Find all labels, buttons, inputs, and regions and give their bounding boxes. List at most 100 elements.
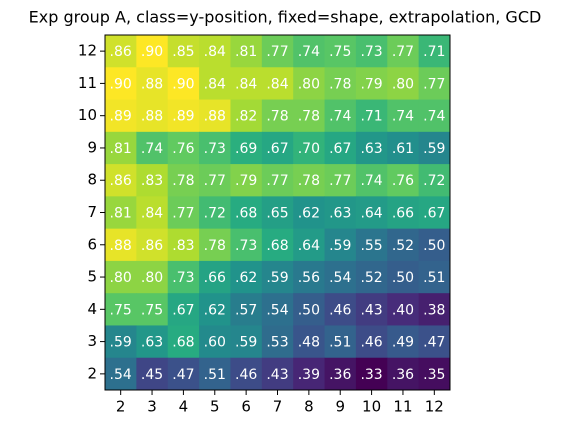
heatmap-cell <box>105 99 137 133</box>
cell-label: .80 <box>110 270 132 286</box>
cell-label: .36 <box>392 367 414 383</box>
cell-label: .73 <box>172 270 194 286</box>
heatmap-cell <box>136 164 169 197</box>
cell-label: .66 <box>392 206 414 222</box>
cell-label: .83 <box>172 238 194 254</box>
cell-label: .50 <box>423 238 445 254</box>
heatmap-cell <box>105 164 137 197</box>
heatmap-cell <box>418 293 451 326</box>
heatmap-cell <box>167 67 200 101</box>
cell-label: .67 <box>172 302 194 318</box>
x-tick-label: 11 <box>393 398 412 416</box>
cell-label: .84 <box>266 76 288 92</box>
heatmap-cell <box>387 325 420 359</box>
heatmap-cell <box>261 99 294 133</box>
heatmap-cell <box>293 357 326 391</box>
heatmap-cell <box>105 35 137 68</box>
cell-label: .88 <box>141 76 163 92</box>
y-tick-label: 7 <box>87 203 97 221</box>
heatmap-cell <box>105 228 137 262</box>
heatmap-cell <box>355 67 388 101</box>
cell-label: .67 <box>423 206 445 222</box>
heatmap-cell <box>261 35 294 68</box>
cell-label: .62 <box>235 270 257 286</box>
cell-label: .74 <box>423 109 445 125</box>
cell-label: .62 <box>298 206 320 222</box>
x-tick-label: 12 <box>425 398 444 416</box>
heatmap-cell <box>261 293 294 326</box>
heatmap-cell <box>293 228 326 262</box>
heatmap-cell <box>293 293 326 326</box>
cell-label: .60 <box>204 335 226 351</box>
heatmap-cell <box>199 164 231 197</box>
cell-label: .76 <box>392 173 414 189</box>
cell-label: .67 <box>266 141 288 157</box>
heatmap-cell <box>261 325 294 359</box>
cell-label: .78 <box>298 173 320 189</box>
y-tick-label: 12 <box>78 42 97 60</box>
cell-label: .54 <box>329 270 351 286</box>
heatmap-cell <box>355 131 388 165</box>
heatmap-cell <box>230 35 263 68</box>
heatmap-cell <box>230 131 263 165</box>
y-tick-label: 3 <box>87 332 97 350</box>
cell-label: .55 <box>360 238 382 254</box>
heatmap-cell <box>167 228 200 262</box>
heatmap-cell <box>261 228 294 262</box>
cell-label: .80 <box>392 76 414 92</box>
heatmap-cell <box>199 293 231 326</box>
cell-label: .71 <box>423 44 445 60</box>
y-tick-label: 2 <box>87 364 97 382</box>
heatmap-cell <box>324 228 357 262</box>
cell-label: .86 <box>110 173 132 189</box>
x-tick-label: 8 <box>304 398 314 416</box>
heatmap-cell <box>293 164 326 197</box>
cell-label: .74 <box>329 109 351 125</box>
heatmap-cell <box>199 260 231 294</box>
cell-label: .50 <box>298 302 320 318</box>
heatmap-cell <box>355 228 388 262</box>
x-tick-label: 3 <box>147 398 157 416</box>
cell-label: .45 <box>141 367 163 383</box>
heatmap-cell <box>230 260 263 294</box>
cell-label: .88 <box>141 109 163 125</box>
cell-label: .89 <box>110 109 132 125</box>
cell-label: .49 <box>392 335 414 351</box>
heatmap-cell <box>324 131 357 165</box>
heatmap-cell <box>105 357 137 391</box>
heatmap-cell <box>418 35 451 68</box>
x-tick-label: 9 <box>335 398 345 416</box>
cell-label: .52 <box>360 270 382 286</box>
heatmap-cell <box>105 293 137 326</box>
heatmap-cell <box>136 325 169 359</box>
cell-label: .54 <box>110 367 132 383</box>
heatmap-cell <box>105 131 137 165</box>
chart-title: Exp group A, class=y-position, fixed=sha… <box>29 8 542 27</box>
y-tick-label: 4 <box>87 300 97 318</box>
heatmap-cell <box>324 99 357 133</box>
heatmap-cell <box>387 228 420 262</box>
heatmap-cell <box>136 196 169 230</box>
heatmap-cell <box>293 325 326 359</box>
cell-label: .77 <box>423 76 445 92</box>
x-tick-label: 2 <box>116 398 126 416</box>
cell-label: .82 <box>235 109 257 125</box>
cell-label: .63 <box>329 206 351 222</box>
x-tick-label: 7 <box>273 398 283 416</box>
cell-label: .33 <box>360 367 382 383</box>
heatmap-cell <box>387 196 420 230</box>
cell-label: .64 <box>360 206 382 222</box>
cell-label: .74 <box>360 173 382 189</box>
heatmap-cell <box>199 196 231 230</box>
cell-label: .46 <box>235 367 257 383</box>
heatmap-cell <box>136 228 169 262</box>
y-tick-label: 5 <box>87 268 97 286</box>
heatmap-cell <box>261 67 294 101</box>
cell-label: .35 <box>423 367 445 383</box>
cell-label: .73 <box>235 238 257 254</box>
heatmap-cell <box>136 99 169 133</box>
cell-label: .79 <box>235 173 257 189</box>
heatmap-cell <box>167 131 200 165</box>
cell-label: .80 <box>298 76 320 92</box>
